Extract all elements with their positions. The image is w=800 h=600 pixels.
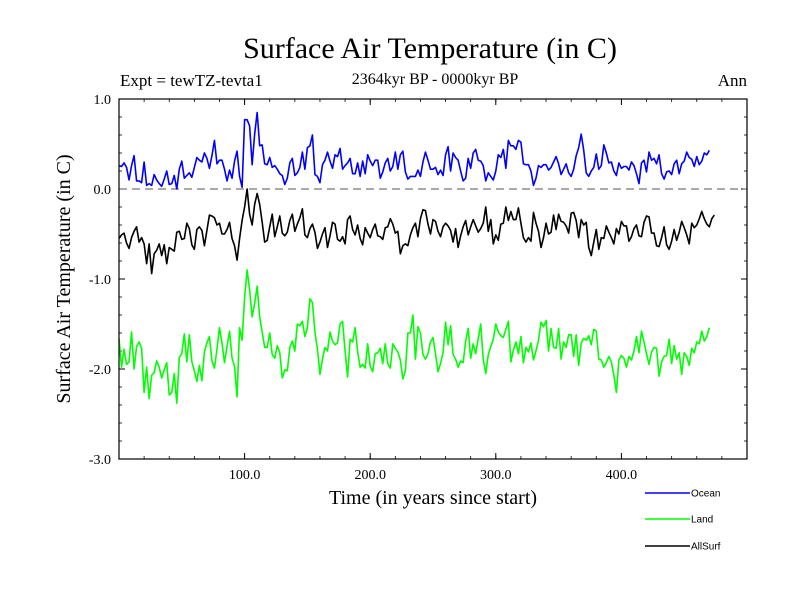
x-axis-ticks: 100.0 200.0 300.0 400.0 — [143, 99, 723, 483]
legend-label-land: Land — [691, 515, 713, 526]
x-axis-label: Time (in years since start) — [329, 487, 537, 509]
y-tick-label: -3.0 — [89, 453, 111, 468]
y-axis-ticks: 1.0 0.0 -1.0 -2.0 -3.0 — [89, 93, 747, 468]
y-tick-label: 1.0 — [94, 93, 112, 108]
plot-frame — [118, 98, 748, 460]
legend-label-allsurf: AllSurf — [691, 542, 721, 553]
series-line-allsurf — [118, 188, 715, 275]
legend: Ocean Land AllSurf — [645, 489, 721, 553]
series-line-land — [118, 269, 711, 405]
x-tick-label: 100.0 — [229, 468, 261, 483]
y-axis-label: Surface Air Temperature (in C) — [53, 154, 75, 403]
x-tick-label: 200.0 — [354, 468, 386, 483]
series-layer — [118, 111, 715, 405]
x-tick-label: 400.0 — [606, 468, 638, 483]
y-tick-label: -2.0 — [89, 363, 111, 378]
y-tick-label: 0.0 — [94, 183, 112, 198]
experiment-label: Expt = tewTZ-tevta1 — [120, 71, 263, 90]
season-label: Ann — [718, 71, 748, 90]
y-tick-label: -1.0 — [89, 273, 111, 288]
x-tick-label: 300.0 — [480, 468, 512, 483]
chart-subtitle: 2364kyr BP - 0000kyr BP — [352, 71, 519, 88]
series-line-ocean — [118, 111, 711, 190]
chart-title: Surface Air Temperature (in C) — [243, 32, 617, 65]
legend-label-ocean: Ocean — [691, 489, 720, 500]
